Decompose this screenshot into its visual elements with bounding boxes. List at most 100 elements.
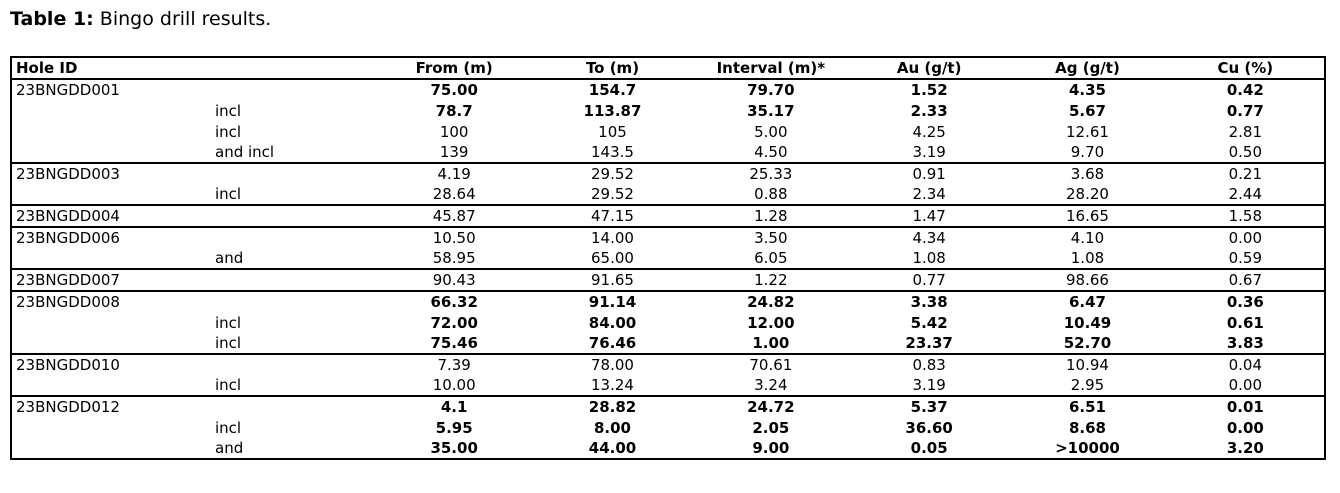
table-row: 23BNGDD010 7.39 78.00 70.61 0.83 10.94 0.04 [11,353,1325,375]
cell-from: 35.00 [430,439,478,457]
cell-cu: 0.67 [1166,268,1325,291]
cell-to: 8.00 [593,418,631,437]
table-body: 23BNGDD001 75.00 154.7 79.70 1.52 4.35 0.42 inc… [11,78,1325,459]
cell-qualifier [213,290,375,312]
cell-interval: 1.00 [752,334,790,352]
cell-au: 4.25 [912,122,946,141]
cell-hole-id [11,121,213,142]
cell-qualifier: incl [215,313,242,332]
cell-cu: 3.20 [1226,439,1264,457]
cell-au: 4.34 [849,226,1009,248]
cell-to: 113.87 [583,101,642,120]
cell-from: 10.50 [375,226,534,248]
cell-cu: 0.59 [1228,249,1263,267]
cell-qualifier: incl [215,101,242,120]
cell-hole-id [11,312,213,333]
cell-cu: 0.21 [1166,162,1325,184]
cell-to: 28.82 [533,395,692,417]
cell-ag: 4.35 [1008,78,1167,100]
cell-interval: 1.28 [691,204,850,227]
table-row: 23BNGDD008 66.32 91.14 24.82 3.38 6.47 0.36 [11,290,1325,312]
cell-from: 5.95 [435,418,473,437]
drill-results-table: Hole ID From (m) To (m) Interval (m)* Au… [10,56,1326,460]
cell-to: 65.00 [591,249,634,267]
cell-from: 4.1 [375,395,534,417]
cell-qualifier [213,78,375,100]
cell-qualifier [213,353,375,375]
cell-qualifier [213,162,375,184]
cell-cu: 0.50 [1228,143,1263,161]
header-interval: Interval (m)* [691,57,850,80]
cell-au: 1.47 [849,204,1009,227]
table-row: incl 100 105 5.00 4.25 12.61 2.81 [11,121,1325,142]
cell-hole-id: 23BNGDD007 [11,268,213,291]
cell-interval: 2.05 [752,418,790,437]
header-row: Hole ID From (m) To (m) Interval (m)* Au… [11,57,1325,80]
table-row: incl 72.00 84.00 12.00 5.42 10.49 0.61 [11,312,1325,333]
cell-ag: >10000 [1055,439,1120,457]
cell-au: 1.08 [912,249,946,267]
cell-ag: 9.70 [1070,143,1105,161]
cell-from: 58.95 [432,249,476,267]
cell-from: 72.00 [430,313,478,332]
cell-au: 1.52 [849,78,1009,100]
cell-to: 143.5 [591,143,634,161]
header-from: From (m) [375,57,534,80]
cell-ag: 4.10 [1008,226,1167,248]
cell-interval: 35.17 [747,101,795,120]
cell-ag: 16.65 [1008,204,1167,227]
cell-ag: 3.68 [1008,162,1167,184]
cell-au: 2.33 [910,101,948,120]
header-to: To (m) [533,57,692,80]
cell-cu: 2.44 [1228,185,1263,203]
table-row: 23BNGDD004 45.87 47.15 1.28 1.47 16.65 1.58 [11,204,1325,227]
table-header: Hole ID From (m) To (m) Interval (m)* Au… [11,57,1325,80]
cell-au: 0.77 [849,268,1009,291]
cell-interval: 79.70 [691,78,850,100]
table-caption-label: Table 1: [10,8,94,30]
cell-ag: 5.67 [1068,101,1106,120]
cell-cu: 0.04 [1166,353,1325,375]
table-row: incl 10.00 13.24 3.24 3.19 2.95 0.00 [11,375,1325,396]
cell-interval: 9.00 [752,439,790,457]
cell-cu: 2.81 [1228,122,1263,141]
cell-hole-id: 23BNGDD004 [11,204,213,227]
cell-hole-id: 23BNGDD012 [11,395,213,417]
cell-from: 90.43 [375,268,534,291]
cell-au: 3.19 [912,376,946,394]
cell-qualifier [213,204,375,227]
cell-to: 84.00 [588,313,637,332]
cell-cu: 0.00 [1226,418,1264,437]
cell-qualifier: and incl [215,143,275,161]
cell-to: 29.52 [591,185,634,203]
cell-cu: 0.77 [1226,101,1264,120]
header-au: Au (g/t) [849,57,1009,80]
table-row: 23BNGDD007 90.43 91.65 1.22 0.77 98.66 0.67 [11,268,1325,291]
cell-to: 13.24 [591,376,634,394]
cell-from: 10.00 [432,376,476,394]
table-row: and incl 139 143.5 4.50 3.19 9.70 0.50 [11,142,1325,163]
table-row: 23BNGDD012 4.1 28.82 24.72 5.37 6.51 0.01 [11,395,1325,417]
cell-cu: 0.00 [1166,226,1325,248]
cell-from: 28.64 [432,185,476,203]
cell-from: 100 [439,122,469,141]
table-row: incl 75.46 76.46 1.00 23.37 52.70 3.83 [11,333,1325,354]
table-row: and 35.00 44.00 9.00 0.05 >10000 3.20 [11,438,1325,459]
cell-interval: 0.88 [754,185,788,203]
cell-to: 78.00 [533,353,692,375]
cell-interval: 3.24 [754,376,788,394]
cell-ag: 28.20 [1066,185,1109,203]
cell-au: 3.19 [912,143,946,161]
cell-ag: 6.47 [1008,290,1167,312]
cell-to: 91.65 [533,268,692,291]
table-row: 23BNGDD001 75.00 154.7 79.70 1.52 4.35 0.42 [11,78,1325,100]
cell-from: 75.00 [375,78,534,100]
table-row: incl 28.64 29.52 0.88 2.34 28.20 2.44 [11,184,1325,205]
cell-hole-id [11,248,213,269]
table-row: and 58.95 65.00 6.05 1.08 1.08 0.59 [11,248,1325,269]
cell-interval: 6.05 [754,249,788,267]
cell-ag: 6.51 [1008,395,1167,417]
cell-hole-id [11,184,213,205]
cell-from: 75.46 [430,334,478,352]
header-ag: Ag (g/t) [1008,57,1167,80]
